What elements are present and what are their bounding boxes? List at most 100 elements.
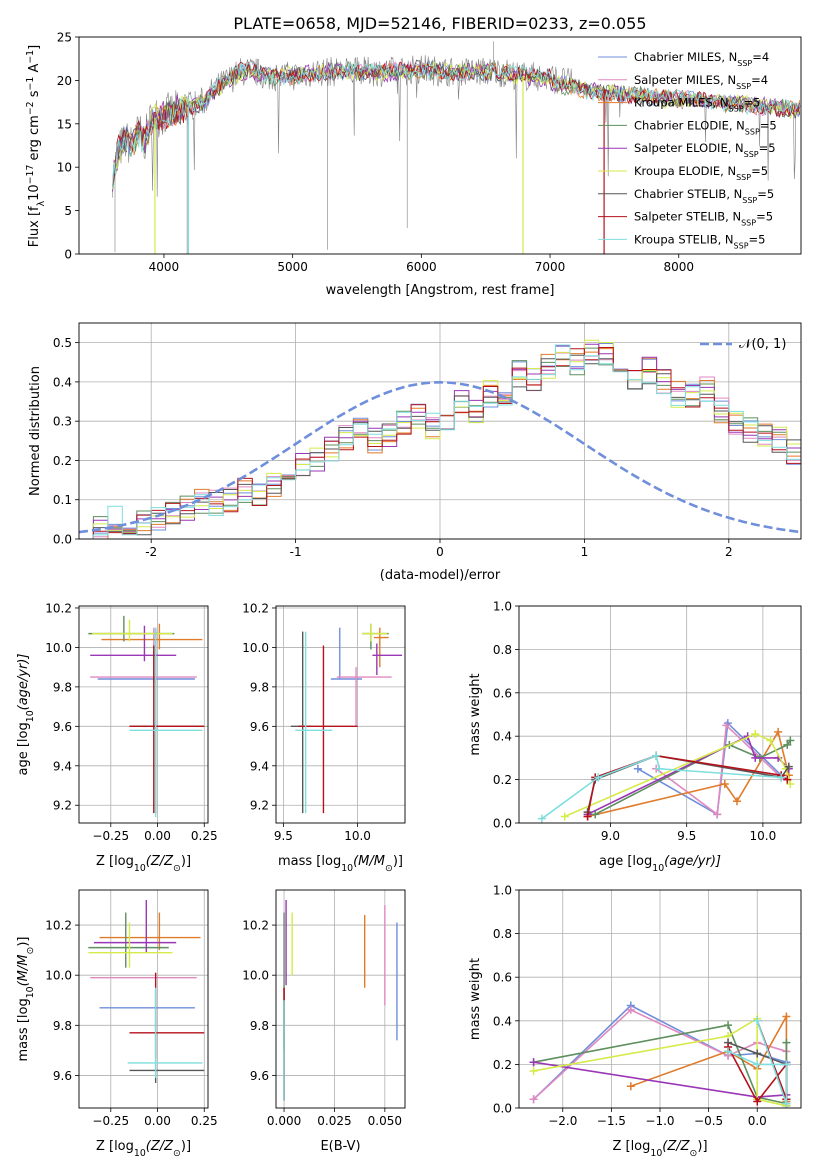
y-tick-label: 9.8 [250, 680, 269, 694]
mass-weight-marker [753, 1097, 762, 1106]
legend-label-text: Chabrier MILES, N [634, 50, 737, 64]
label-part: −1 [25, 77, 36, 91]
mass-weight-marker [594, 773, 603, 782]
x-tick-label: −2.0 [548, 1114, 577, 1128]
mass-weight-marker [560, 812, 569, 821]
y-tick-label: 0.0 [53, 533, 72, 547]
legend-label: 𝒩(0, 1) [739, 337, 786, 352]
y-tick-label: 9.8 [53, 1019, 72, 1033]
legend-label-suffix: =4 [751, 73, 768, 87]
plot-area [88, 900, 205, 1083]
mass-weight-marker [766, 736, 775, 745]
mass-weight-marker [591, 810, 600, 819]
x-tick-label: 0.0 [748, 1114, 767, 1128]
label-part: s [27, 90, 42, 101]
figure-title: PLATE=0658, MJD=52146, FIBERID=0233, z=0… [233, 14, 646, 33]
y-tick-label: 10.0 [242, 641, 269, 655]
x-tick-label: 4000 [149, 260, 180, 274]
age-vs-mass-panel: 9.5 10.0 9.2 9.4 9.6 9.8 10.0 10.2 mass [log10(M… [242, 601, 406, 874]
x-tick-label: 0 [436, 545, 444, 559]
x-tick-label: 0.00 [144, 1114, 171, 1128]
label-part: Z [log [612, 1139, 650, 1154]
y-tick-label: 0.2 [493, 1058, 512, 1072]
residual-histogram [79, 347, 801, 539]
axes-frame [518, 889, 802, 1109]
legend-label-sub: SSP [741, 218, 756, 227]
label-part: Flux [f [27, 206, 42, 247]
legend-label-sub: SSP [729, 104, 744, 113]
legend-label-sub: SSP [744, 150, 759, 159]
x-axis-label: wavelength [Angstrom, rest frame] [326, 283, 555, 298]
label-part: age [log [16, 722, 31, 775]
label-part: ⊙ [25, 947, 36, 955]
label-part: Z [log [96, 854, 134, 869]
y-tick-label: 15 [57, 117, 72, 131]
y-tick-label: 10.0 [45, 969, 72, 983]
legend-label-suffix: =5 [749, 232, 766, 246]
legend-label-sub: SSP [742, 195, 757, 204]
mass-vs-z-panel: −0.25 0.00 0.259.69.810.010.2Z [log10(Z/Z⊙… [16, 889, 218, 1159]
axes-frame [78, 889, 209, 1109]
x-axis-label: Z [log10(Z/Z⊙)] [96, 854, 191, 874]
x-tick-label: 10.0 [344, 829, 371, 843]
plot-area [529, 1001, 791, 1108]
x-tick-label: −1.5 [597, 1114, 626, 1128]
label-part: 10 [134, 863, 146, 874]
y-tick-label: 9.6 [250, 1069, 269, 1083]
label-part: ] [27, 45, 42, 50]
legend-label-text: Salpeter MILES, N [634, 73, 736, 87]
legend-label: Salpeter STELIB, NSSP=5 [634, 210, 773, 228]
label-part: (Z/Z [146, 854, 174, 869]
age-vs-z-panel: −0.25 0.00 0.259.29.49.69.810.010.2Z [log1… [16, 601, 218, 873]
legend-label-suffix: =5 [756, 210, 773, 224]
x-axis-label: Z [log10(Z/Z⊙)] [96, 1139, 191, 1159]
label-part: age [log [599, 854, 652, 869]
y-tick-label: 10.2 [242, 919, 269, 933]
y-tick-label: 0 [64, 248, 72, 262]
mass-weight-marker [583, 812, 592, 821]
label-part: (age/yr)] [16, 654, 31, 711]
mass-weight-marker [652, 751, 661, 760]
x-tick-label: −0.25 [92, 1114, 129, 1128]
y-tick-label: 9.8 [53, 680, 72, 694]
label-part: −1 [25, 50, 36, 64]
axes-frame [78, 36, 802, 255]
y-axis-label: Normed distribution [28, 366, 43, 496]
x-tick-label: 8000 [663, 260, 694, 274]
y-tick-label: 10.0 [45, 641, 72, 655]
y-tick-label: 9.6 [53, 720, 72, 734]
legend-label-text: Chabrier STELIB, N [634, 187, 742, 201]
legend-label-suffix: =5 [759, 141, 776, 155]
mass-weight-marker [786, 779, 795, 788]
axes-frame [78, 322, 802, 540]
x-tick-label: −1.0 [645, 1114, 674, 1128]
y-tick-label: 10.2 [45, 601, 72, 615]
massweight-vs-z-panel: −2.0 −1.5 −1.0 −0.5 0.0 0.0 0.2 0.4 0.6 0.8 1.0 Z [… [468, 884, 802, 1159]
legend-label-sub: SSP [745, 127, 760, 136]
x-tick-label: 0.025 [317, 1114, 351, 1128]
mass-weight-marker [626, 1082, 635, 1091]
gaussian-reference-line [79, 380, 801, 534]
x-axis-label: Z [log10(Z/Z⊙)] [612, 1139, 707, 1159]
mass-weight-marker [783, 740, 792, 749]
mass-weight-marker [751, 730, 760, 739]
label-part: ⊙ [690, 1148, 698, 1159]
y-tick-label: 1.0 [493, 884, 512, 898]
mass-weight-marker [783, 775, 792, 784]
legend-label-sub: SSP [736, 173, 751, 182]
plot-area [88, 615, 205, 818]
label-part: Z [log [96, 1139, 134, 1154]
label-part: 10 [134, 1148, 146, 1159]
y-tick-label: 0.4 [493, 1014, 512, 1028]
legend-label-suffix: =4 [752, 50, 769, 64]
legend-label: Chabrier MILES, NSSP=4 [634, 50, 769, 68]
y-tick-label: 0.2 [493, 773, 512, 787]
residual-histogram [79, 344, 801, 539]
y-tick-label: 0.8 [493, 643, 512, 657]
x-tick-label: 0.00 [144, 829, 171, 843]
y-tick-label: 9.8 [250, 1019, 269, 1033]
axes-frame [518, 605, 802, 824]
legend-label-suffix: =5 [760, 118, 777, 132]
label-part: (M/M [353, 854, 385, 869]
label-part: (age/yr)] [664, 854, 721, 869]
